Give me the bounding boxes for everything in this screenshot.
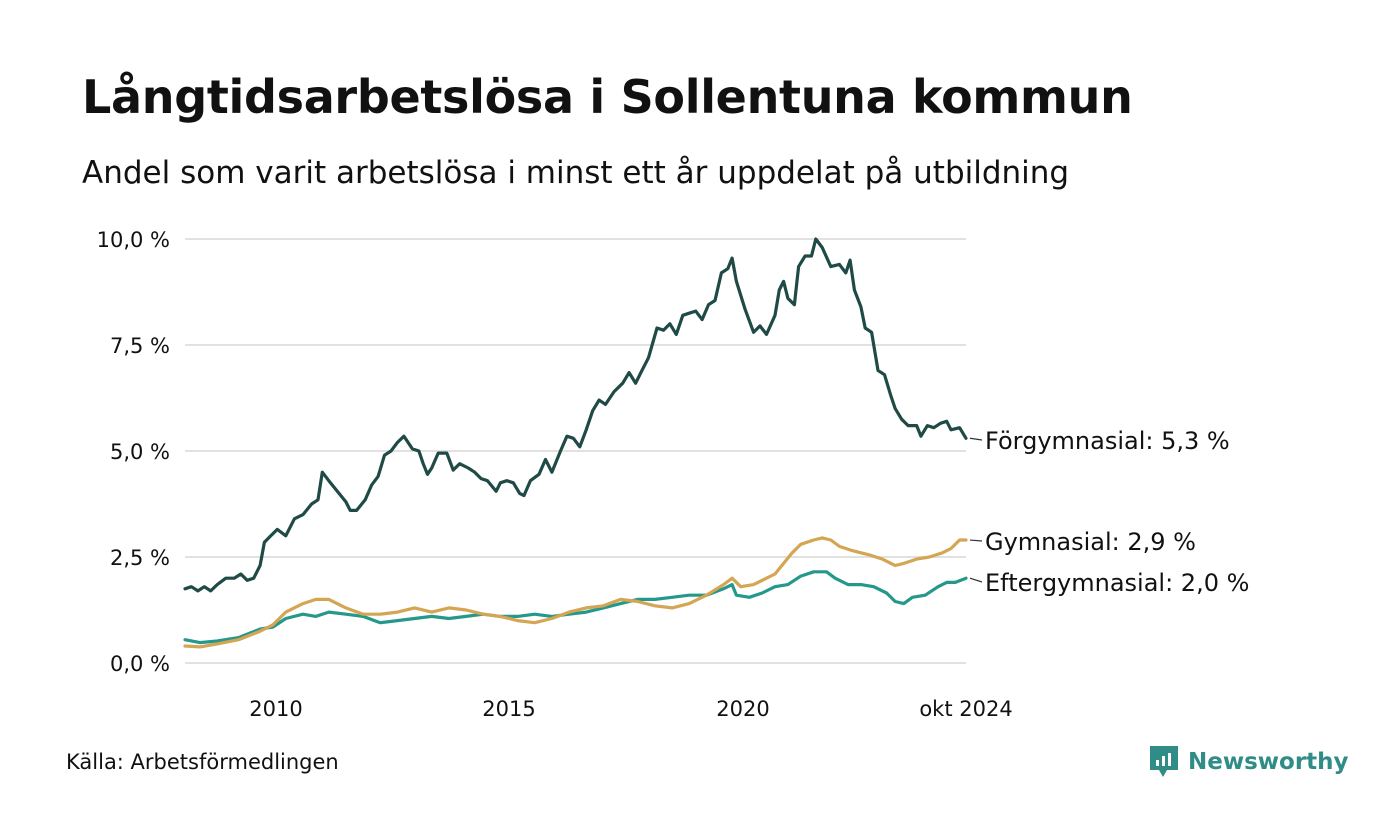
series-label-förgymnasial: Förgymnasial: 5,3 % xyxy=(985,427,1230,455)
series-labels: Förgymnasial: 5,3 % Gymnasial: 2,9 % Efter… xyxy=(969,427,1249,597)
series-line-eftergymnasial xyxy=(183,570,968,645)
x-axis-labels: 2010 2015 2020 okt 2024 xyxy=(249,697,1012,721)
brand-name: Newsworthy xyxy=(1188,749,1349,775)
x-tick-label: 2010 xyxy=(249,697,302,721)
y-tick-label: 7,5 % xyxy=(110,334,170,358)
x-tick-label: 2015 xyxy=(482,697,535,721)
y-tick-label: 5,0 % xyxy=(110,440,170,464)
series-line-gymnasial xyxy=(183,536,968,649)
brand-logo: Newsworthy xyxy=(1148,744,1349,780)
y-tick-label: 2,5 % xyxy=(110,546,170,570)
series-lines xyxy=(183,237,968,649)
newsworthy-logo-icon xyxy=(1150,746,1178,777)
grid-lines xyxy=(185,238,966,664)
series-label-eftergymnasial: Eftergymnasial: 2,0 % xyxy=(985,569,1249,597)
y-tick-label: 10,0 % xyxy=(97,228,170,252)
label-leader-line xyxy=(969,539,983,542)
y-axis-labels: 0,0 % 2,5 % 5,0 % 7,5 % 10,0 % xyxy=(97,228,170,676)
x-tick-label: okt 2024 xyxy=(919,697,1012,721)
y-tick-label: 0,0 % xyxy=(110,652,170,676)
label-leader-line xyxy=(969,577,983,583)
x-tick-label: 2020 xyxy=(716,697,769,721)
source-note: Källa: Arbetsförmedlingen xyxy=(66,750,339,774)
label-leader-line xyxy=(969,437,983,441)
series-line-förgymnasial xyxy=(183,237,968,593)
chart-subtitle: Andel som varit arbetslösa i minst ett å… xyxy=(82,155,1070,191)
series-label-gymnasial: Gymnasial: 2,9 % xyxy=(985,528,1196,556)
chart-title: Långtidsarbetslösa i Sollentuna kommun xyxy=(82,70,1133,124)
